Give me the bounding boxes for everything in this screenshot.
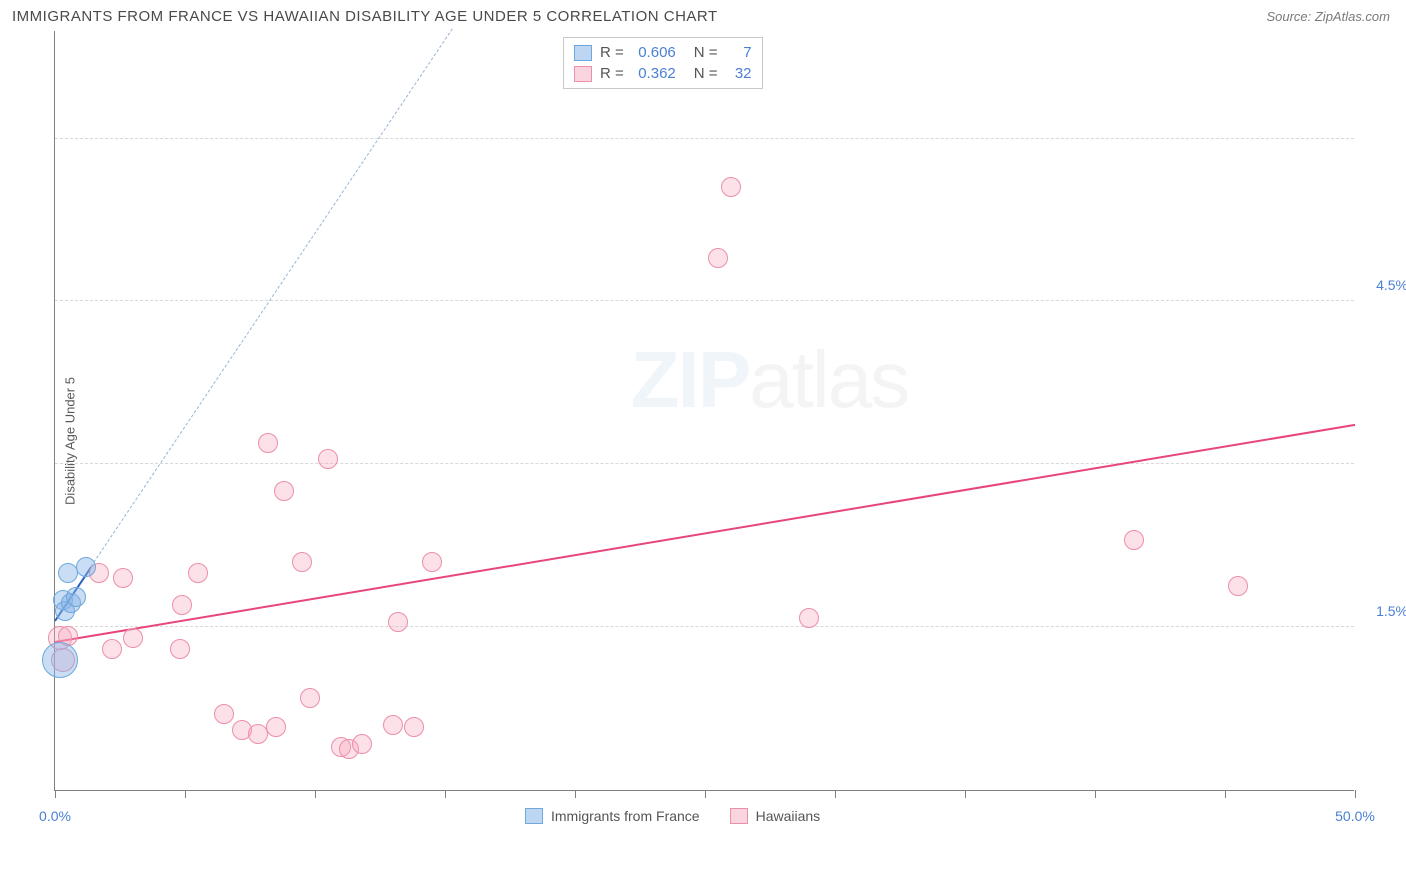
gridline-horizontal	[55, 138, 1354, 139]
data-point-hawaiians	[1124, 530, 1144, 550]
x-tick	[1355, 790, 1356, 798]
data-point-hawaiians	[123, 628, 143, 648]
x-tick	[55, 790, 56, 798]
data-point-hawaiians	[188, 563, 208, 583]
data-point-hawaiians	[352, 734, 372, 754]
legend-stats: R = 0.606 N = 7 R = 0.362 N = 32	[563, 37, 763, 89]
legend-series: Immigrants from France Hawaiians	[525, 808, 820, 824]
legend-series-item: Immigrants from France	[525, 808, 700, 824]
x-tick	[965, 790, 966, 798]
gridline-horizontal	[55, 300, 1354, 301]
data-point-hawaiians	[388, 612, 408, 632]
data-point-hawaiians	[102, 639, 122, 659]
x-tick-label: 50.0%	[1335, 808, 1375, 824]
gridline-horizontal	[55, 626, 1354, 627]
legend-r-label: R =	[600, 65, 624, 82]
legend-n-label: N =	[694, 44, 718, 61]
x-tick	[705, 790, 706, 798]
data-point-hawaiians	[292, 552, 312, 572]
y-tick-label: 4.5%	[1376, 277, 1406, 293]
x-tick	[1095, 790, 1096, 798]
x-tick	[445, 790, 446, 798]
x-tick	[315, 790, 316, 798]
data-point-hawaiians	[799, 608, 819, 628]
data-point-hawaiians	[422, 552, 442, 572]
chart-container: Disability Age Under 5 ZIPatlas R =0.606…	[8, 31, 1394, 851]
watermark: ZIPatlas	[631, 334, 908, 426]
legend-swatch	[574, 66, 592, 82]
legend-series-label: Hawaiians	[756, 808, 821, 824]
x-tick	[1225, 790, 1226, 798]
chart-source: Source: ZipAtlas.com	[1266, 9, 1390, 24]
data-point-hawaiians	[404, 717, 424, 737]
data-point-hawaiians	[1228, 576, 1248, 596]
legend-stats-row: R = 0.362 N = 32	[574, 63, 752, 84]
chart-header: IMMIGRANTS FROM FRANCE VS HAWAIIAN DISAB…	[8, 8, 1394, 31]
data-point-hawaiians	[721, 177, 741, 197]
data-point-hawaiians	[258, 433, 278, 453]
legend-series-label: Immigrants from France	[551, 808, 700, 824]
x-tick-label: 0.0%	[39, 808, 71, 824]
data-point-hawaiians	[708, 248, 728, 268]
plot-area: ZIPatlas R =0.606N =7R =0.362N =32 Immig…	[54, 31, 1354, 791]
data-point-france	[58, 563, 78, 583]
data-point-france	[76, 557, 96, 577]
legend-r-value: 0.362	[632, 65, 676, 82]
chart-title: IMMIGRANTS FROM FRANCE VS HAWAIIAN DISAB…	[12, 8, 718, 25]
x-tick	[835, 790, 836, 798]
legend-n-value: 32	[726, 65, 752, 82]
data-point-france	[66, 587, 86, 607]
x-tick	[185, 790, 186, 798]
data-point-france	[42, 642, 78, 678]
legend-r-value: 0.606	[632, 44, 676, 61]
legend-n-value: 7	[726, 44, 752, 61]
y-tick-label: 1.5%	[1376, 603, 1406, 619]
trendline-hawaiians	[55, 424, 1355, 643]
legend-n-label: N =	[694, 65, 718, 82]
data-point-hawaiians	[214, 704, 234, 724]
data-point-hawaiians	[274, 481, 294, 501]
legend-swatch	[574, 45, 592, 61]
data-point-hawaiians	[113, 568, 133, 588]
data-point-hawaiians	[172, 595, 192, 615]
data-point-hawaiians	[383, 715, 403, 735]
data-point-hawaiians	[318, 449, 338, 469]
legend-stats-row: R = 0.606 N = 7	[574, 42, 752, 63]
legend-r-label: R =	[600, 44, 624, 61]
data-point-hawaiians	[170, 639, 190, 659]
trendline-france-extrapolated	[91, 29, 453, 567]
gridline-horizontal	[55, 463, 1354, 464]
legend-swatch	[730, 808, 748, 824]
legend-series-item: Hawaiians	[730, 808, 821, 824]
data-point-hawaiians	[248, 724, 268, 744]
legend-swatch	[525, 808, 543, 824]
x-tick	[575, 790, 576, 798]
data-point-hawaiians	[300, 688, 320, 708]
data-point-hawaiians	[266, 717, 286, 737]
